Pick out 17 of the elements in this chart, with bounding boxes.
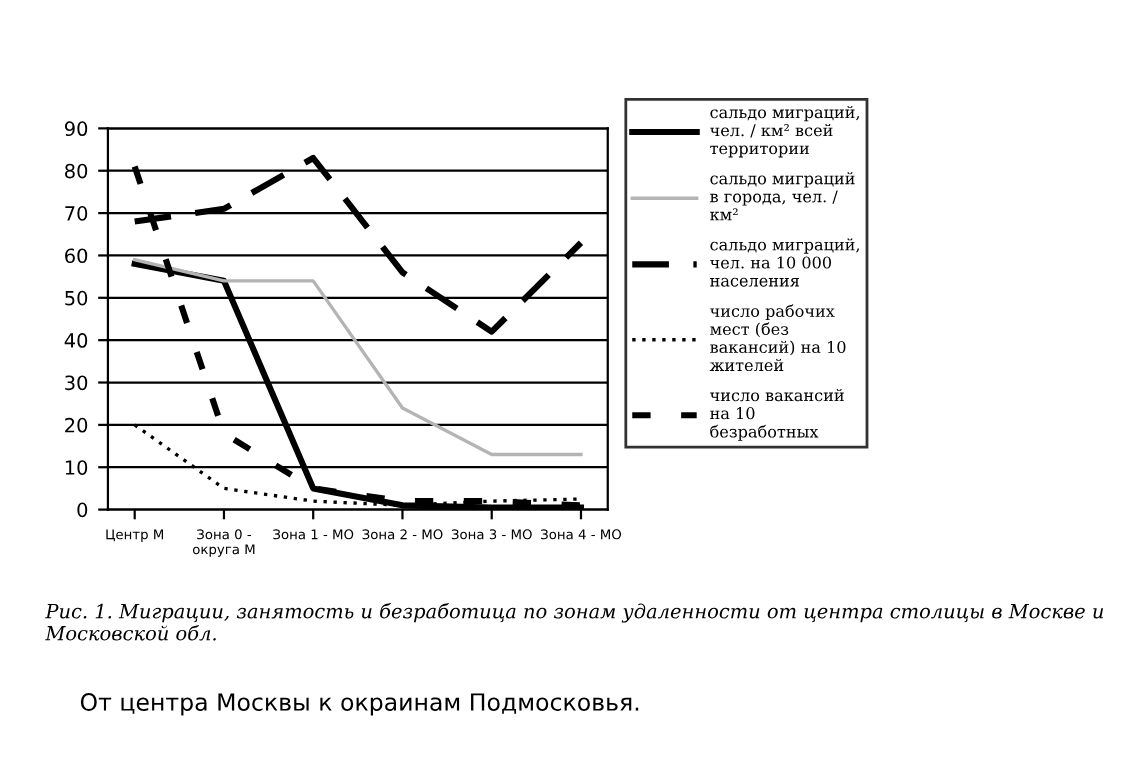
y-tick-label: 30 <box>65 375 88 391</box>
y-tick-label: 70 <box>65 206 88 221</box>
y-tick-label: 20 <box>65 417 88 433</box>
y-tick-label: 0 <box>77 502 88 518</box>
legend-label: сальдо миграций в города, чел. / км² <box>710 172 855 221</box>
y-tick-label: 50 <box>65 290 88 306</box>
legend-label: сальдо миграций, чел. на 10 000 населения <box>710 238 859 287</box>
y-tick-label: 80 <box>65 163 88 179</box>
y-tick-label: 10 <box>65 460 88 475</box>
legend-label: число рабочих мест (без вакансий) на 10 жителей <box>709 304 846 372</box>
y-tick-label: 40 <box>64 333 88 348</box>
line-series <box>133 258 583 457</box>
text: Рис. 1. Миграции, занятость и безработица по зонам удаленности от центра столицы в Москве и Московской обл. <box>45 602 1104 641</box>
y-tick-label: 60 <box>65 248 88 264</box>
y-tick-label: 90 <box>64 121 88 137</box>
legend-label: число вакансий на 10 безработных <box>710 388 844 441</box>
text: От центра Москвы к окраинам Подмосковья. <box>80 693 639 716</box>
